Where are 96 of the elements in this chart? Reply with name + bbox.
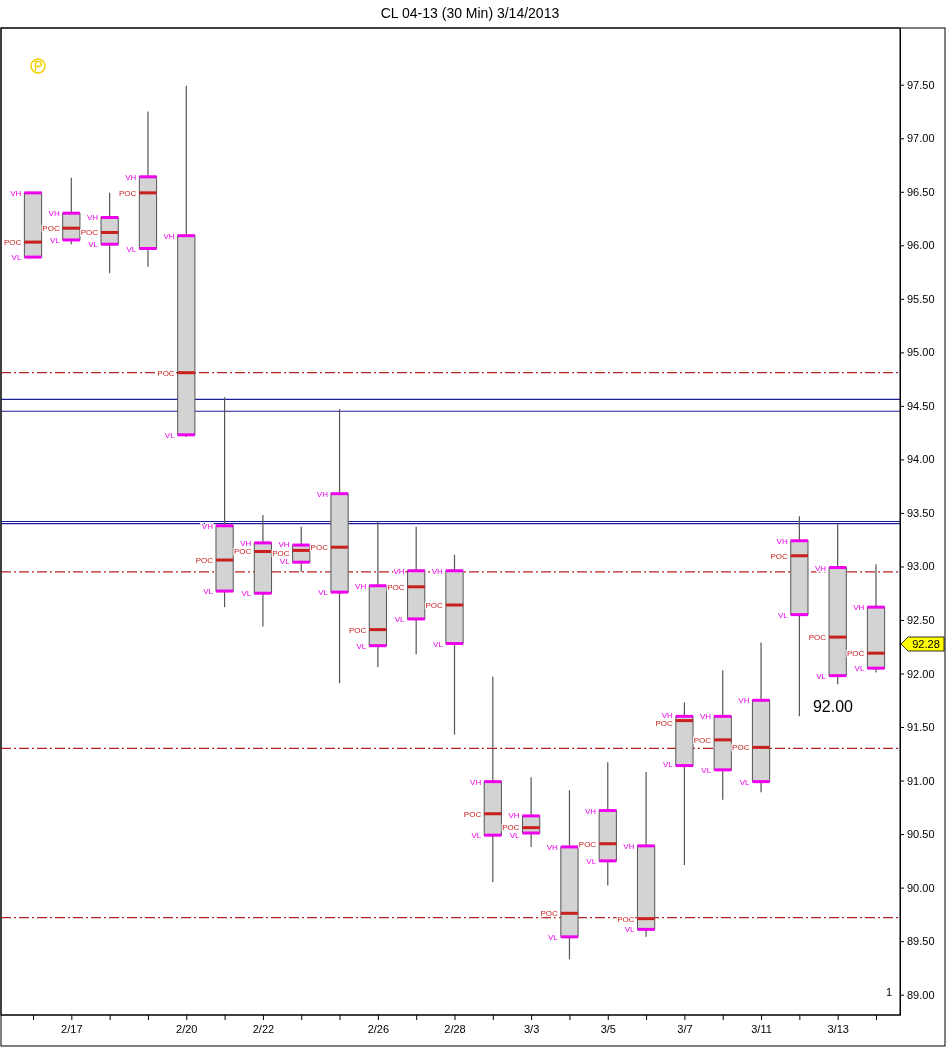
x-tick-label: 2/26 [367,1022,390,1035]
annotation: VL [11,253,22,263]
y-tick-label: 90.00 [907,881,935,894]
annotation: POC [195,556,214,566]
y-tick-label: 93.00 [907,560,935,573]
y-tick-label: 89.50 [907,935,935,948]
annotation: VH [163,231,175,241]
x-tick-label: 3/3 [523,1022,540,1035]
y-tick-label: 91.50 [907,721,935,734]
annotation: VL [777,610,789,620]
annotation: VH [470,777,482,787]
annotation: VH [86,213,99,223]
annotation: VH [738,696,750,706]
y-tick-label: 91.00 [907,774,935,787]
x-tick-label: 3/5 [600,1022,616,1035]
annotation: POC [272,548,290,558]
y-tick-label: 95.50 [907,292,935,305]
x-tick-label: 2/22 [252,1022,275,1035]
annotation: VL [279,557,291,567]
text: 92.28 [912,638,940,650]
x-tick-label: 2/20 [176,1022,198,1035]
annotation: 1 [885,986,893,998]
y-tick-label: 94.00 [907,453,935,466]
annotation: VL [624,925,636,935]
annotation: VH [240,538,252,548]
annotation: VH [699,712,712,722]
y-tick-label: 96.50 [907,185,935,198]
annotation: VH [814,563,827,573]
annotation: VL [126,244,137,254]
annotation: VL [854,664,865,674]
annotation: POC [80,228,99,238]
annotation: VL [586,856,597,866]
annotation: VH [508,810,520,820]
annotation: VL [203,587,214,597]
annotation: VL [548,932,559,942]
annotation: POC [463,809,482,819]
annotation: VL [433,639,444,649]
x-tick-label: 2/17 [61,1022,83,1035]
annotation: VH [316,489,329,499]
y-tick-label: 95.00 [907,346,935,359]
annotation: VL [816,671,827,681]
annotation: VL [356,641,367,651]
annotation: VL [662,760,674,770]
annotation: VH [546,842,559,852]
annotation: POC [233,547,252,557]
annotation: POC [847,649,865,659]
annotation: VH [623,841,635,851]
annotation: VL [471,831,482,841]
annotation: VH [661,710,673,720]
x-tick-label: 3/7 [677,1022,693,1035]
annotation: POC [808,633,827,643]
annotation: POC [540,909,559,919]
annotation: VH [278,540,290,549]
annotation: POC [770,551,788,561]
annotation: POC [502,822,520,832]
annotation: 92.00 [812,698,854,715]
annotation: VH [125,172,137,182]
annotation: POC [118,188,137,198]
annotation: VH [585,806,597,816]
y-tick-label: 92.50 [907,614,935,627]
annotation: VL [49,235,61,245]
annotation: VL [394,614,406,624]
y-tick-label: 89.00 [907,988,935,1001]
annotation: VH [10,188,22,198]
x-tick-label: 3/11 [751,1022,772,1035]
y-tick-label: 97.50 [907,78,935,91]
x-tick-label: 3/13 [827,1022,849,1035]
annotation: VH [853,603,865,613]
chart-title: CL 04-13 (30 Min) 3/14/2013 [380,5,560,21]
annotation: POC [310,543,329,553]
annotation: VL [701,765,712,775]
annotation: VL [88,240,99,250]
y-tick-label: 93.50 [907,506,935,519]
annotation: VL [739,777,750,787]
annotation: VH [355,581,367,591]
annotation: VL [164,430,176,440]
y-tick-label: 92.00 [907,667,935,680]
annotation: VL [241,589,252,599]
annotation: POC [578,839,597,849]
y-tick-label: 94.50 [907,399,935,412]
x-tick-label: 2/28 [444,1022,466,1035]
annotation: POC [425,601,444,610]
annotation: POC [655,719,673,729]
annotation: POC [4,238,22,248]
annotation: VH [48,209,60,219]
annotation: POC [42,224,60,234]
annotation: VH [776,536,788,546]
annotation: POC [348,625,367,635]
annotation: POC [693,735,712,745]
annotation: VL [318,588,329,598]
annotation: VH [201,521,214,531]
annotation: VL [509,831,521,841]
y-tick-label: 96.00 [907,239,935,252]
y-tick-label: 97.00 [907,132,935,145]
annotation: POC [387,582,405,592]
y-tick-label: 90.50 [907,828,935,841]
